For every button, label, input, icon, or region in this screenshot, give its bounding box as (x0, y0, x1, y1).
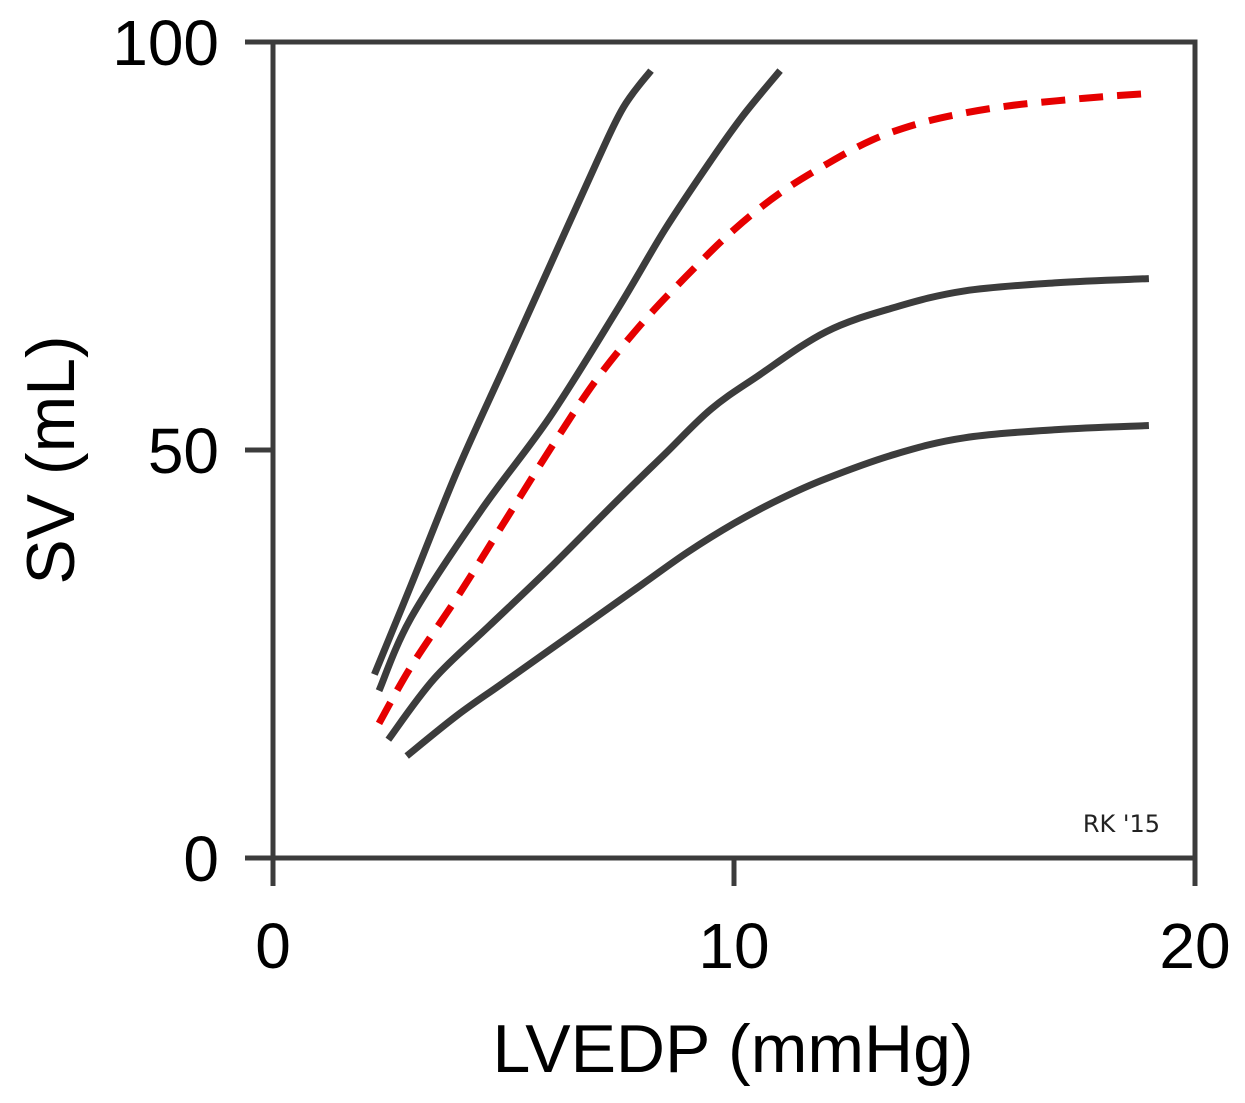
y-tick-label: 100 (112, 7, 219, 79)
series-line-5 (404, 422, 1150, 759)
x-axis-ticks: 0 10 20 (255, 858, 1231, 982)
x-tick-label: 0 (255, 910, 291, 982)
x-tick-label: 20 (1159, 910, 1230, 982)
series-layer (371, 68, 1150, 759)
x-tick-label: 10 (698, 910, 769, 982)
y-axis-ticks: 0 50 100 (112, 7, 273, 895)
series-line-4 (385, 275, 1150, 742)
plot-area (270, 39, 1198, 861)
x-axis-label: LVEDP (mmHg) (492, 1011, 973, 1087)
signature-annotation: RK '15 (1083, 810, 1160, 838)
plot-frame (270, 39, 1198, 861)
series-line-2 (375, 68, 783, 693)
series-line-dashed (375, 89, 1150, 726)
y-tick-label: 0 (183, 823, 219, 895)
series-line-1 (371, 68, 654, 676)
y-tick-label: 50 (148, 415, 219, 487)
y-axis-label: SV (mL) (13, 335, 89, 584)
